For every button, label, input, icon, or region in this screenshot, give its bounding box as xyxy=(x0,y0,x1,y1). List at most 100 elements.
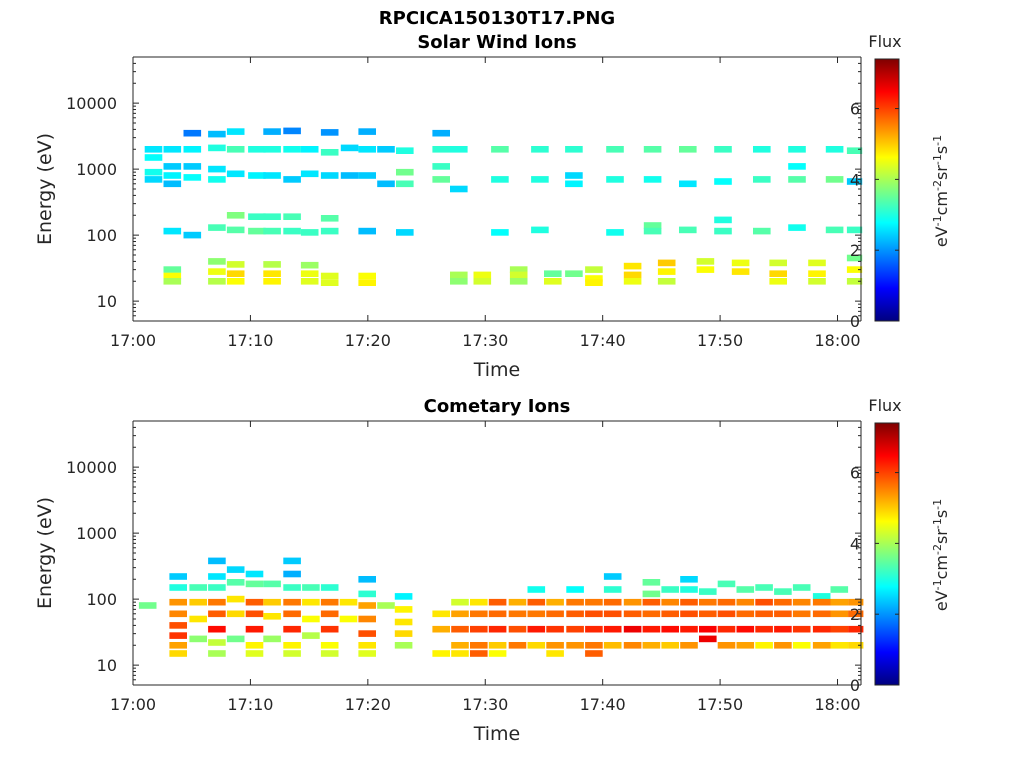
heatmap-cell xyxy=(358,146,376,153)
heatmap-cell xyxy=(508,642,527,649)
heatmap-cell xyxy=(755,625,773,633)
heatmap-cell xyxy=(283,213,301,220)
heatmap-cell xyxy=(788,146,806,153)
heatmap-cell xyxy=(792,642,811,649)
heatmap-cell xyxy=(680,576,698,583)
heatmap-cell xyxy=(144,146,163,153)
heatmap-cell xyxy=(320,625,339,633)
heatmap-cell xyxy=(642,610,661,618)
heatmap-cell xyxy=(320,215,339,222)
heatmap-cell xyxy=(226,579,245,586)
heatmap-cell xyxy=(358,630,376,637)
heatmap-cell xyxy=(788,224,806,231)
heatmap-cell xyxy=(208,625,226,633)
heatmap-cell xyxy=(451,642,469,649)
heatmap-cell xyxy=(300,270,319,277)
heatmap-cell xyxy=(699,610,717,618)
x-tick-label: 17:10 xyxy=(227,331,273,350)
heatmap-cell xyxy=(531,226,549,234)
heatmap-cell xyxy=(163,163,182,170)
x-axis-label: Time xyxy=(473,359,521,381)
heatmap-cell xyxy=(531,146,549,153)
heatmap-cell xyxy=(488,642,507,649)
heatmap-cell xyxy=(643,227,662,235)
heatmap-cell xyxy=(283,584,301,591)
heatmap-cell xyxy=(736,642,755,649)
panel-title: Cometary Ions xyxy=(424,396,571,417)
heatmap-cell xyxy=(470,642,488,649)
colorbar-tick-label: 0 xyxy=(850,676,860,695)
heatmap-cell xyxy=(169,573,187,580)
heatmap-cell xyxy=(300,146,319,153)
heatmap-cell xyxy=(163,266,182,273)
heatmap-cell xyxy=(642,642,661,649)
x-axis-label: Time xyxy=(473,723,521,745)
heatmap-cell xyxy=(792,610,811,618)
heatmap-cell xyxy=(144,154,163,161)
heatmap-cell xyxy=(358,642,376,649)
heatmap-cell xyxy=(753,227,771,235)
heatmap-cell xyxy=(163,146,182,153)
heatmap-cell xyxy=(769,259,787,267)
heatmap-cell xyxy=(792,584,811,591)
heatmap-cell xyxy=(169,598,187,606)
heatmap-cell xyxy=(812,642,831,649)
heatmap-cell xyxy=(603,642,622,649)
colorbar: Flux 0 2 4 6 eV-1cm-2sr-1s-1 xyxy=(850,32,951,331)
heatmap-cell xyxy=(679,180,697,188)
heatmap-cell xyxy=(696,258,715,265)
heatmap-cell xyxy=(585,650,603,657)
heatmap-cell xyxy=(451,650,469,657)
heatmap-cell xyxy=(527,610,546,618)
colorbar-units-label: eV-1cm-2sr-1s-1 xyxy=(931,499,952,611)
heatmap-cell xyxy=(226,212,245,219)
heatmap-cell xyxy=(769,270,787,277)
heatmap-cell xyxy=(248,213,266,220)
heatmap-cell xyxy=(470,610,488,618)
heatmap-cell xyxy=(846,254,863,262)
heatmap-cell xyxy=(812,610,831,618)
heatmap-cell xyxy=(283,570,301,578)
heatmap-cell xyxy=(183,231,202,239)
x-tick-label: 17:30 xyxy=(462,695,508,714)
heatmap-cell xyxy=(208,165,226,173)
heatmap-cell xyxy=(623,610,642,618)
heatmap-cell xyxy=(283,650,301,657)
heatmap-cell xyxy=(585,642,603,649)
heatmap-cell xyxy=(848,625,864,633)
x-tick-label: 17:50 xyxy=(697,331,743,350)
heatmap-cell xyxy=(169,642,187,649)
heatmap-cell xyxy=(144,176,163,183)
x-tick-label: 17:50 xyxy=(697,695,743,714)
heatmap-cell xyxy=(302,615,320,623)
heatmap-cell xyxy=(320,172,339,179)
heatmap-cell xyxy=(473,278,492,285)
heatmap-cell xyxy=(226,170,245,178)
heatmap-cell xyxy=(163,272,182,280)
panels: Solar Wind Ions 17:00 17:10 17:20 17:30 17:40… xyxy=(34,32,951,745)
heatmap-cell xyxy=(488,598,507,606)
heatmap-cell xyxy=(566,642,584,649)
heatmap-cell xyxy=(753,146,771,153)
heatmap-cell xyxy=(606,176,624,183)
heatmap-cell xyxy=(846,178,863,185)
heatmap-cell xyxy=(527,586,546,593)
heatmap-cell xyxy=(546,598,564,606)
heatmap-cell xyxy=(432,610,450,618)
heatmap-cell xyxy=(585,266,603,273)
heatmap-cell xyxy=(642,598,661,606)
heatmap-cell xyxy=(808,270,826,277)
heatmap-cell xyxy=(169,632,187,639)
heatmap-cell xyxy=(320,227,339,235)
heatmap-cell xyxy=(848,642,864,649)
heatmap-cell xyxy=(394,618,413,626)
colorbar-tick-label: 4 xyxy=(850,170,860,189)
heatmap-cell xyxy=(163,227,182,235)
heatmap-cell xyxy=(603,586,622,593)
heatmap-cell xyxy=(451,610,469,618)
heatmap-cell xyxy=(208,268,226,275)
heatmap-cell xyxy=(263,172,281,179)
colorbar-tick-label: 6 xyxy=(850,100,860,119)
heatmap-cell xyxy=(320,598,339,606)
